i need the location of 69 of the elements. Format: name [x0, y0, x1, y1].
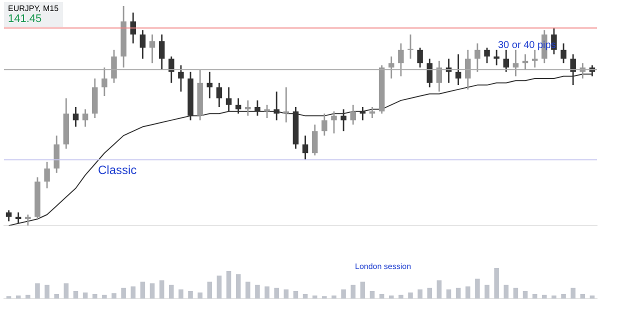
bar [494, 268, 499, 299]
annotation: London session [355, 262, 412, 271]
bar [590, 296, 595, 299]
bar [274, 288, 279, 299]
annotation: 141.45 [8, 13, 43, 25]
bar [398, 294, 404, 299]
bar [150, 283, 155, 299]
bar [456, 288, 461, 299]
bar [284, 289, 289, 299]
bar [102, 294, 107, 299]
bar [332, 296, 336, 299]
bar [293, 290, 298, 299]
bar [522, 290, 528, 299]
bar [188, 290, 193, 299]
bar [236, 274, 241, 299]
bar [130, 286, 136, 299]
bar [475, 278, 480, 299]
annotation: Classic [98, 163, 137, 177]
bar [427, 288, 432, 299]
bar [408, 292, 413, 299]
bar [226, 271, 232, 299]
candlestick [494, 50, 500, 66]
bar [207, 282, 212, 299]
bar [264, 286, 270, 299]
bar [370, 290, 375, 299]
bar [542, 294, 547, 299]
annotation: 30 or 40 pips [498, 40, 556, 51]
bar [168, 284, 174, 299]
bar [35, 283, 40, 299]
bar [44, 284, 50, 299]
bar [246, 282, 250, 299]
bar [570, 288, 576, 299]
bar [552, 296, 556, 299]
bar [360, 282, 366, 299]
bar [64, 283, 69, 299]
bar [92, 294, 98, 299]
bar [112, 293, 116, 299]
bar [159, 280, 164, 299]
bar [561, 294, 566, 299]
bar [6, 296, 12, 299]
bar [532, 294, 538, 299]
bar [198, 292, 202, 299]
bar [121, 288, 126, 299]
bar [484, 284, 490, 299]
bar [216, 276, 222, 299]
bar [73, 290, 78, 299]
bar [82, 292, 88, 299]
bar [255, 284, 260, 299]
bar [504, 284, 509, 299]
bar [16, 296, 21, 299]
bar [54, 294, 59, 299]
bar [513, 288, 518, 299]
bar [302, 294, 308, 299]
bar [465, 286, 470, 299]
bar [418, 289, 422, 299]
bar [322, 296, 327, 299]
bar [312, 296, 318, 299]
bar [178, 289, 184, 299]
bar [446, 289, 452, 299]
chart-title: EURJPY, M15 [8, 4, 59, 13]
bar [26, 294, 30, 299]
bar [388, 296, 394, 299]
bar [379, 294, 384, 299]
bar [350, 284, 356, 299]
candlestick [245, 100, 251, 116]
bar [341, 289, 346, 299]
bar [580, 294, 586, 299]
bar [436, 280, 442, 299]
bar [140, 282, 146, 299]
